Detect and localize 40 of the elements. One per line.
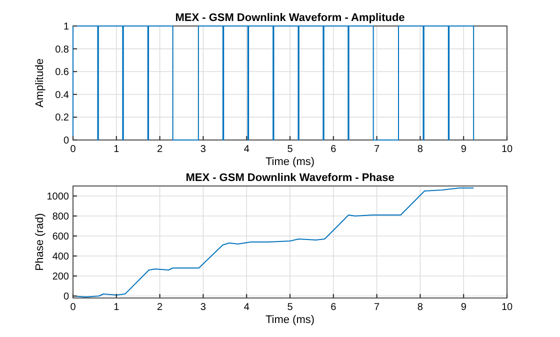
x-tick-label: 4 — [244, 302, 250, 313]
y-tick-label: 0 — [63, 292, 70, 302]
x-tick-label: 1 — [114, 144, 120, 155]
x-tick-label: 5 — [287, 302, 294, 313]
chart-title: MEX - GSM Downlink Waveform - Phase — [186, 172, 394, 184]
x-tick-label: 2 — [157, 144, 164, 155]
x-tick-label: 10 — [501, 302, 513, 313]
x-tick-label: 6 — [330, 302, 337, 313]
y-tick-label: 0.8 — [55, 44, 70, 56]
y-tick-label: 800 — [52, 212, 70, 222]
chart-title: MEX - GSM Downlink Waveform - Amplitude — [175, 12, 405, 24]
x-axis-title: Time (ms) — [265, 314, 315, 326]
y-tick-label: 0.6 — [55, 67, 70, 78]
x-tick-label: 3 — [200, 144, 206, 155]
x-tick-label: 8 — [417, 144, 424, 155]
x-tick-label: 10 — [501, 144, 513, 155]
x-tick-label: 6 — [330, 144, 337, 155]
x-tick-label: 4 — [244, 144, 250, 155]
y-tick-label: 1000 — [46, 192, 70, 202]
y-tick-label: 0.4 — [55, 90, 70, 101]
y-tick-label: 400 — [52, 252, 70, 262]
y-axis-title: Phase (rad) — [34, 213, 46, 271]
y-tick-label: 0 — [63, 136, 70, 146]
x-tick-label: 7 — [374, 144, 380, 155]
y-axis-title: Amplitude — [34, 58, 46, 108]
x-tick-label: 9 — [460, 302, 467, 313]
x-axis-title: Time (ms) — [265, 156, 315, 168]
x-tick-label: 7 — [374, 302, 380, 313]
y-tick-label: 1 — [63, 22, 70, 32]
y-tick-label: 0.2 — [55, 112, 70, 124]
y-tick-label: 600 — [52, 232, 70, 242]
x-tick-label: 2 — [157, 302, 164, 313]
y-tick-label: 200 — [52, 272, 70, 282]
x-tick-label: 0 — [70, 144, 76, 155]
x-tick-label: 5 — [287, 144, 294, 155]
x-tick-label: 1 — [114, 302, 120, 313]
x-tick-label: 9 — [460, 144, 467, 155]
x-tick-label: 8 — [417, 302, 424, 313]
x-tick-label: 0 — [70, 302, 76, 313]
x-tick-label: 3 — [200, 302, 206, 313]
